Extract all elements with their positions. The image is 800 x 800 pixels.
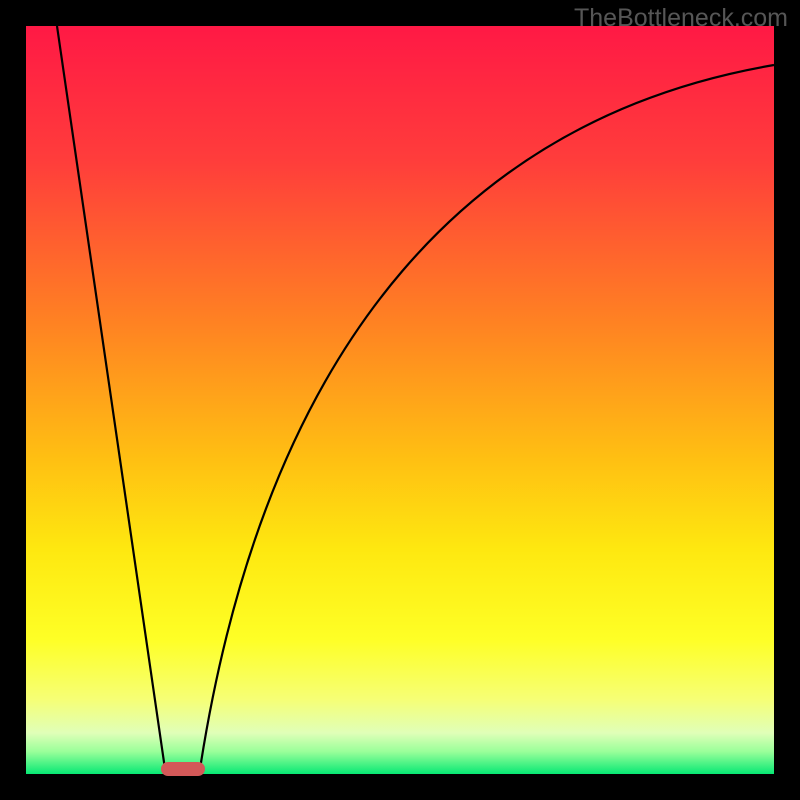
- bottleneck-chart: [0, 0, 800, 800]
- watermark-text: TheBottleneck.com: [574, 4, 788, 33]
- plot-background: [26, 26, 774, 774]
- chart-container: TheBottleneck.com: [0, 0, 800, 800]
- optimal-marker: [161, 762, 205, 776]
